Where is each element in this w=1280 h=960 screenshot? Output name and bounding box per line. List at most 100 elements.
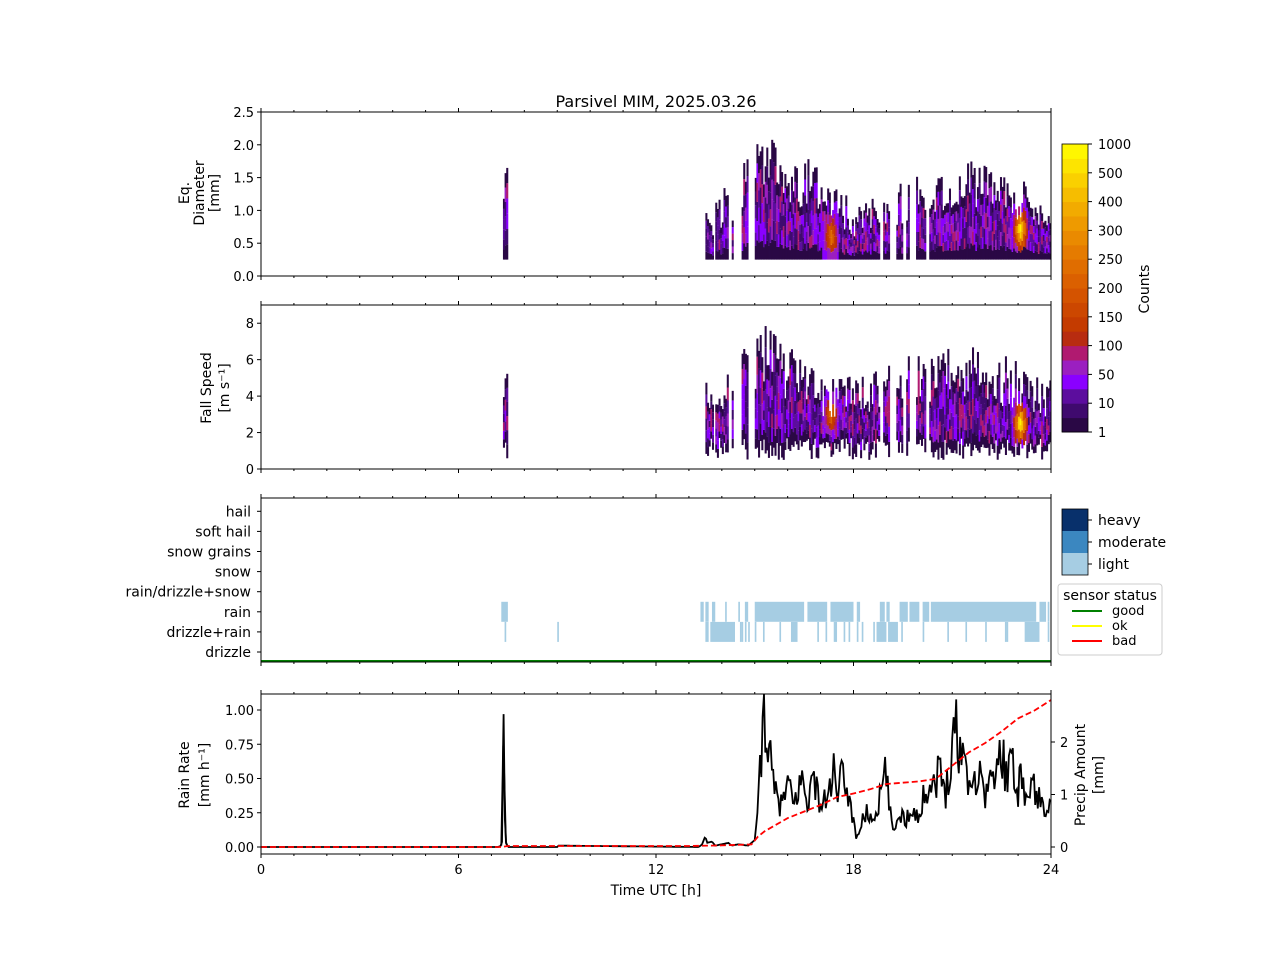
heatmap-cell — [866, 237, 869, 245]
heatmap-cell — [506, 244, 509, 260]
heatmap-cell — [777, 234, 780, 248]
heatmap-cell — [965, 196, 968, 210]
heatmap-cell — [874, 400, 877, 415]
heatmap-cell — [794, 387, 797, 401]
heatmap-cell — [838, 415, 841, 428]
heatmap-cell — [741, 215, 744, 225]
heatmap-cell — [790, 231, 794, 246]
heatmap-cell — [876, 232, 879, 240]
heatmap-cell — [827, 425, 830, 435]
drizzle-rain-light-bar — [922, 621, 925, 642]
heatmap-cell — [991, 212, 994, 223]
heatmap-cell — [968, 248, 971, 260]
heatmap-cell — [764, 244, 767, 260]
heatmap-cell — [708, 427, 711, 434]
heatmap-cell — [1034, 418, 1037, 427]
heatmap-cell — [899, 397, 902, 409]
heatmap-cell — [1006, 429, 1009, 440]
heatmap-cell — [1018, 206, 1021, 216]
drizzle-rain-light-bar — [848, 621, 851, 642]
heatmap-cell — [731, 227, 734, 234]
heatmap-cell — [1018, 429, 1021, 443]
heatmap-cell — [743, 211, 746, 228]
heatmap-cell — [967, 227, 970, 244]
heatmap-cell — [856, 253, 859, 260]
heatmap-cell — [825, 241, 828, 251]
heatmap-cell — [851, 388, 854, 401]
heatmap-cell — [799, 233, 802, 243]
heatmap-cell — [1029, 250, 1032, 260]
heatmap-cell — [856, 234, 859, 241]
heatmap-cell — [838, 439, 841, 452]
heatmap-cell — [815, 228, 818, 245]
heatmap-cell — [721, 431, 724, 440]
legend-heavy-swatch — [1062, 509, 1088, 531]
heatmap-cell — [978, 407, 981, 420]
heatmap-cell — [947, 203, 950, 213]
heatmap-cell — [858, 206, 861, 216]
heatmap-cell — [504, 378, 507, 390]
heatmap-cell — [945, 442, 948, 455]
heatmap-cell — [871, 198, 874, 209]
heatmap-cell — [935, 247, 938, 260]
heatmap-cell — [917, 370, 920, 386]
heatmap-cell — [830, 215, 833, 223]
heatmap-cell — [784, 202, 787, 217]
heatmap-cell — [782, 237, 785, 249]
heatmap-cell — [883, 401, 886, 413]
heatmap-cell — [815, 437, 818, 448]
heatmap-cell — [860, 450, 863, 459]
heatmap-cell — [725, 443, 728, 453]
heatmap-cell — [840, 379, 843, 390]
heatmap-cell — [920, 248, 924, 260]
heatmap-cell — [827, 408, 830, 418]
heatmap-cell — [774, 355, 777, 376]
heatmap-cell — [868, 451, 871, 460]
heatmap-cell — [937, 178, 940, 192]
heatmap-cell — [1047, 425, 1050, 435]
heatmap-cell — [995, 419, 998, 427]
heatmap-cell — [1027, 221, 1031, 231]
heatmap-cell — [1008, 403, 1011, 412]
heatmap-cell — [746, 389, 749, 408]
heatmap-cell — [776, 233, 779, 247]
heatmap-cell — [815, 167, 818, 183]
heatmap-cell — [873, 216, 876, 225]
heatmap-cell — [873, 373, 876, 385]
heatmap-cell — [973, 419, 976, 433]
heatmap-cell — [967, 437, 970, 447]
heatmap-cell — [924, 234, 927, 244]
heatmap-cell — [920, 412, 924, 424]
heatmap-cell — [800, 206, 803, 216]
heatmap-cell — [916, 176, 919, 191]
heatmap-cell — [502, 405, 505, 414]
heatmap-cell — [828, 248, 831, 260]
heatmap-cell — [754, 428, 757, 439]
heatmap-cell — [758, 225, 761, 243]
heatmap-cell — [981, 420, 984, 433]
heatmap-cell — [771, 239, 774, 260]
heatmap-cell — [952, 416, 955, 429]
heatmap-cell — [990, 393, 993, 405]
heatmap-cell — [850, 426, 853, 433]
heatmap-cell — [932, 199, 935, 210]
heatmap-cell — [975, 233, 978, 243]
heatmap-cell — [794, 414, 797, 428]
drizzle-rain-light-bar — [856, 621, 859, 642]
heatmap-cell — [1034, 409, 1037, 419]
drizzle-rain-light-bar — [705, 621, 709, 642]
heatmap-cell — [861, 238, 864, 244]
heatmap-cell — [1049, 235, 1052, 242]
heatmap-cell — [715, 404, 718, 413]
heatmap-cell — [975, 398, 978, 411]
heatmap-cell — [746, 372, 749, 390]
heatmap-cell — [799, 207, 802, 216]
heatmap-cell — [897, 399, 900, 410]
heatmap-cell — [937, 232, 940, 247]
heatmap-cell — [504, 173, 507, 188]
heatmap-cell — [968, 429, 971, 444]
rain-light-bar — [879, 601, 885, 622]
heatmap-cell — [828, 410, 831, 417]
heatmap-cell — [930, 250, 933, 260]
